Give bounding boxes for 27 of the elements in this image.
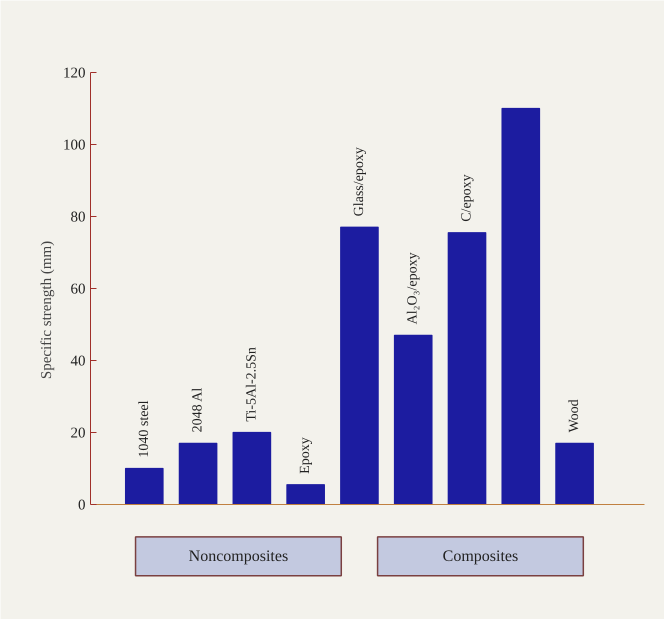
text: Noncomposites bbox=[188, 548, 288, 565]
x-tick-label: Wood bbox=[567, 399, 582, 432]
x-tick-label: Epoxy bbox=[298, 437, 314, 474]
x-tick-label: Glass/epoxy bbox=[352, 147, 367, 216]
y-tick-label: 60 bbox=[70, 281, 86, 298]
bar bbox=[394, 334, 433, 505]
bar bbox=[555, 442, 594, 505]
bar bbox=[286, 484, 325, 505]
x-tick-label: Al₂O₃/epoxy bbox=[406, 252, 421, 324]
bar bbox=[448, 232, 486, 505]
bar bbox=[124, 468, 164, 505]
x-tick-label: Ti-5Al-2.5Sn bbox=[244, 347, 260, 422]
y-axis-title: Specific strength (mm) bbox=[39, 240, 55, 380]
x-tick-label: 2048 Al bbox=[190, 388, 206, 432]
y-tick-label: 120 bbox=[63, 65, 86, 82]
bar bbox=[178, 442, 218, 505]
text: Composites bbox=[442, 548, 518, 565]
bar bbox=[340, 226, 379, 505]
y-tick-label: 80 bbox=[70, 209, 86, 226]
x-tick-label: 1040 steel bbox=[136, 400, 152, 458]
y-tick-label: 40 bbox=[70, 353, 86, 370]
bar bbox=[501, 108, 540, 505]
y-tick-label: 20 bbox=[70, 425, 86, 442]
y-tick-label: 0 bbox=[78, 497, 86, 514]
x-tick-label: C/epoxy bbox=[460, 174, 475, 222]
y-tick-label: 100 bbox=[63, 137, 86, 154]
bar bbox=[232, 432, 272, 505]
